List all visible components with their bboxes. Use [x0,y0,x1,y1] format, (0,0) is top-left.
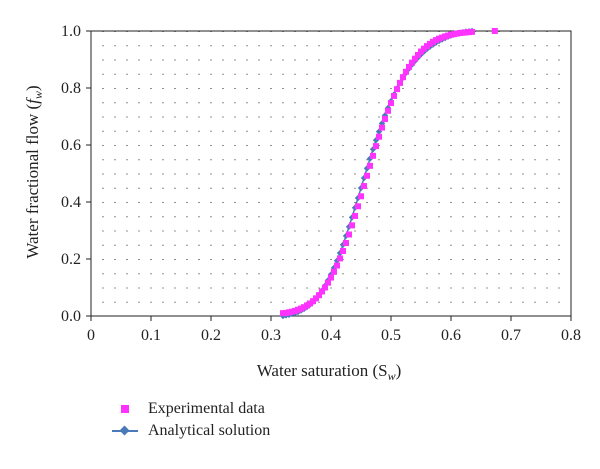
experimental-point [331,268,337,275]
chart-legend: Experimental data Analytical solution [112,398,270,442]
experimental-point [337,255,343,262]
legend-swatch-experimental [112,403,138,415]
x-tick-label: 0.8 [561,327,581,344]
experimental-point [358,193,364,200]
experimental-point [376,133,382,140]
x-axis-title: Water saturation (Sw) [257,361,402,383]
experimental-point [364,172,370,179]
series-analytical-solution [279,27,476,320]
experimental-point [367,162,373,169]
legend-item-analytical: Analytical solution [112,420,270,442]
experimental-point [313,295,319,302]
experimental-point [388,100,394,107]
diamond-marker-icon [119,425,130,436]
experimental-point [391,92,397,99]
experimental-point [355,203,361,210]
analytical-point [372,136,380,144]
experimental-point [346,231,352,238]
experimental-point [397,79,403,86]
experimental-point [491,28,498,34]
y-tick-label: 1.0 [61,23,81,40]
experimental-point [352,212,358,219]
y-axis-title: Water fractional flow (fw) [23,85,45,258]
x-tick-label: 0.6 [441,327,461,344]
x-tick-label: 0.7 [501,327,521,344]
experimental-point [343,240,349,247]
experimental-point [382,116,388,123]
experimental-point [379,124,385,131]
y-tick-label: 0.0 [61,308,81,325]
x-tick-label: 0.3 [261,327,281,344]
y-tick-label: 0.2 [61,251,81,268]
x-tick-label: 0.1 [141,327,161,344]
x-tick-label: 0.2 [201,327,221,344]
y-axis-ticks: 0.0 0.2 0.4 0.6 0.8 1.0 [61,23,91,325]
legend-item-experimental: Experimental data [112,398,270,420]
legend-swatch-analytical [112,425,138,437]
experimental-point [394,86,400,93]
experimental-point [322,284,328,291]
experimental-point [469,28,475,35]
y-tick-label: 0.4 [61,194,81,211]
x-axis-ticks: 0 0.1 0.2 0.3 0.4 0.5 0.6 0.7 0.8 [87,316,581,344]
experimental-point [325,279,331,286]
y-tick-label: 0.8 [61,80,81,97]
square-marker-icon [121,405,129,413]
legend-label-experimental: Experimental data [148,400,265,417]
experimental-point [319,288,325,295]
experimental-point [400,74,406,81]
experimental-point [328,274,334,281]
series-experimental-data [280,28,498,317]
chart-grid [102,31,560,316]
y-tick-label: 0.6 [61,137,81,154]
x-tick-label: 0 [87,327,95,344]
experimental-point [373,143,379,150]
x-tick-label: 0.4 [321,327,341,344]
experimental-point [385,107,391,114]
experimental-point [370,152,376,159]
experimental-point [334,262,340,269]
experimental-point [406,63,412,70]
experimental-point [349,222,355,229]
experimental-point [412,55,418,62]
legend-label-analytical: Analytical solution [148,422,271,439]
experimental-point [361,183,367,190]
experimental-point [415,51,421,58]
experimental-point [340,248,346,255]
experimental-point [316,292,322,299]
experimental-point [409,59,415,66]
experimental-point [403,68,409,75]
x-tick-label: 0.5 [381,327,401,344]
